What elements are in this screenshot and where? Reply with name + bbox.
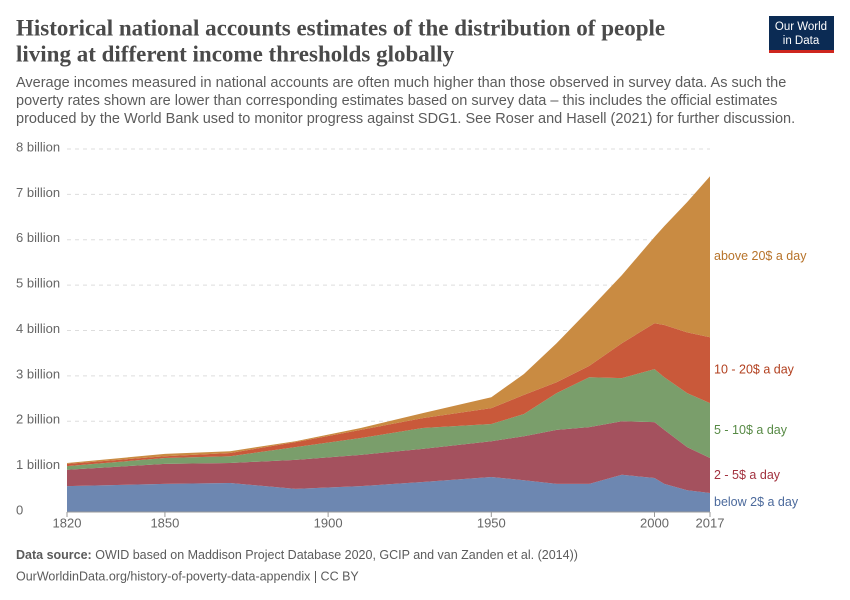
area [67, 474, 710, 512]
subtitle: poverty rates shown are lower than corre… [16, 93, 777, 109]
y-tick-label: 1 billion [16, 457, 60, 472]
area [67, 323, 710, 467]
logo-text: Our World [775, 21, 827, 33]
y-tick-label: 7 billion [16, 185, 60, 200]
y-tick-label: 8 billion [16, 139, 60, 154]
series-label: below 2$ a day [714, 495, 799, 509]
chart-title: living at different income thresholds gl… [16, 41, 455, 66]
series-label: above 20$ a day [714, 249, 807, 263]
y-tick-label: 3 billion [16, 366, 60, 381]
x-tick-label: 1900 [314, 515, 343, 530]
chart-title: Historical national accounts estimates o… [16, 15, 665, 40]
area [67, 369, 710, 470]
x-tick-label: 2017 [696, 515, 725, 530]
source-text: OWID based on Maddison Project Database … [95, 548, 578, 562]
y-tick-label: 0 [16, 502, 23, 517]
x-tick-label: 1820 [53, 515, 82, 530]
logo-text: in Data [783, 35, 820, 47]
series-label: 10 - 20$ a day [714, 363, 795, 377]
x-tick-label: 2000 [640, 515, 669, 530]
url[interactable]: OurWorldinData.org/history-of-poverty-da… [16, 569, 359, 583]
subtitle: Average incomes measured in national acc… [16, 75, 786, 91]
source: Data source: OWID based on Maddison Proj… [16, 548, 578, 562]
area [67, 176, 710, 464]
logo-bar [769, 50, 834, 53]
area [67, 421, 710, 493]
x-tick-label: 1950 [477, 515, 506, 530]
y-tick-label: 4 billion [16, 321, 60, 336]
plot: 0 1 billion 2 billion 3 billion 4 billion 5 b… [16, 139, 807, 530]
series-label: 5 - 10$ a day [714, 423, 788, 437]
y-tick-label: 6 billion [16, 230, 60, 245]
y-tick-label: 5 billion [16, 276, 60, 291]
source-label: Data source: [16, 548, 92, 562]
subtitle: produced by the World Bank used to monit… [16, 111, 795, 127]
series-label: 2 - 5$ a day [714, 468, 781, 482]
y-tick-label: 2 billion [16, 412, 60, 427]
logo[interactable]: Our World in Data [769, 16, 834, 53]
logo-box [769, 16, 834, 52]
x-tick-label: 1850 [150, 515, 179, 530]
